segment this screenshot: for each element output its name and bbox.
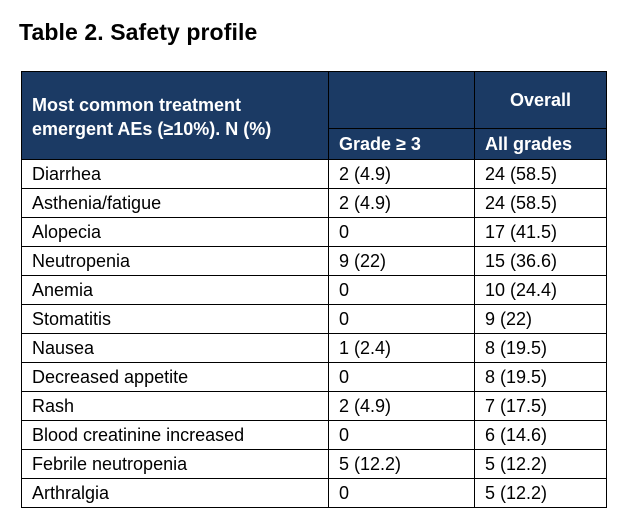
all-grades-cell: 15 (36.6) (474, 246, 607, 276)
all-grades-cell: 6 (14.6) (474, 420, 607, 450)
grade3-cell: 2 (4.9) (328, 159, 475, 189)
table-row: Febrile neutropenia 5 (12.2) 5 (12.2) (21, 449, 607, 479)
header-empty-cell (328, 71, 475, 129)
grade3-cell: 0 (328, 362, 475, 392)
header-all-grades: All grades (474, 128, 607, 160)
table-row: Arthralgia 0 5 (12.2) (21, 478, 607, 508)
table-row: Anemia 0 10 (24.4) (21, 275, 607, 305)
ae-cell: Alopecia (21, 217, 329, 247)
table-header: Most common treatment emergent AEs (≥10%… (21, 71, 607, 160)
all-grades-cell: 10 (24.4) (474, 275, 607, 305)
table-row: Alopecia 0 17 (41.5) (21, 217, 607, 247)
ae-cell: Neutropenia (21, 246, 329, 276)
all-grades-cell: 9 (22) (474, 304, 607, 334)
ae-cell: Blood creatinine increased (21, 420, 329, 450)
grade3-cell: 9 (22) (328, 246, 475, 276)
table-row: Nausea 1 (2.4) 8 (19.5) (21, 333, 607, 363)
grade3-cell: 5 (12.2) (328, 449, 475, 479)
header-grade3: Grade ≥ 3 (328, 128, 475, 160)
ae-cell: Nausea (21, 333, 329, 363)
ae-cell: Decreased appetite (21, 362, 329, 392)
table-title: Table 2. Safety profile (19, 19, 258, 45)
table-row: Stomatitis 0 9 (22) (21, 304, 607, 334)
table-body: Diarrhea 2 (4.9) 24 (58.5) Asthenia/fatigue… (21, 159, 607, 508)
ae-cell: Febrile neutropenia (21, 449, 329, 479)
table-row: Rash 2 (4.9) 7 (17.5) (21, 391, 607, 421)
table-row: Decreased appetite 0 8 (19.5) (21, 362, 607, 392)
grade3-cell: 0 (328, 304, 475, 334)
grade3-cell: 0 (328, 420, 475, 450)
all-grades-cell: 8 (19.5) (474, 362, 607, 392)
all-grades-cell: 7 (17.5) (474, 391, 607, 421)
all-grades-cell: 17 (41.5) (474, 217, 607, 247)
grade3-cell: 0 (328, 217, 475, 247)
all-grades-cell: 8 (19.5) (474, 333, 607, 363)
all-grades-cell: 5 (12.2) (474, 478, 607, 508)
table-row: Neutropenia 9 (22) 15 (36.6) (21, 246, 607, 276)
table-row: Diarrhea 2 (4.9) 24 (58.5) (21, 159, 607, 189)
ae-cell: Rash (21, 391, 329, 421)
grade3-cell: 2 (4.9) (328, 188, 475, 218)
grade3-cell: 0 (328, 478, 475, 508)
all-grades-cell: 24 (58.5) (474, 188, 607, 218)
table-row: Blood creatinine increased 0 6 (14.6) (21, 420, 607, 450)
header-overall: Overall (474, 71, 607, 129)
header-row-bottom: Grade ≥ 3 All grades (22, 128, 607, 160)
ae-cell: Arthralgia (21, 478, 329, 508)
all-grades-cell: 5 (12.2) (474, 449, 607, 479)
grade3-cell: 2 (4.9) (328, 391, 475, 421)
ae-cell: Diarrhea (21, 159, 329, 189)
header-ae: Most common treatment emergent AEs (≥10%… (21, 71, 329, 160)
grade3-cell: 0 (328, 275, 475, 305)
header-row-top: Most common treatment emergent AEs (≥10%… (21, 71, 607, 160)
safety-profile-table: Most common treatment emergent AEs (≥10%… (21, 71, 607, 508)
ae-cell: Stomatitis (21, 304, 329, 334)
ae-cell: Anemia (21, 275, 329, 305)
table-row: Asthenia/fatigue 2 (4.9) 24 (58.5) (21, 188, 607, 218)
ae-cell: Asthenia/fatigue (21, 188, 329, 218)
all-grades-cell: 24 (58.5) (474, 159, 607, 189)
grade3-cell: 1 (2.4) (328, 333, 475, 363)
